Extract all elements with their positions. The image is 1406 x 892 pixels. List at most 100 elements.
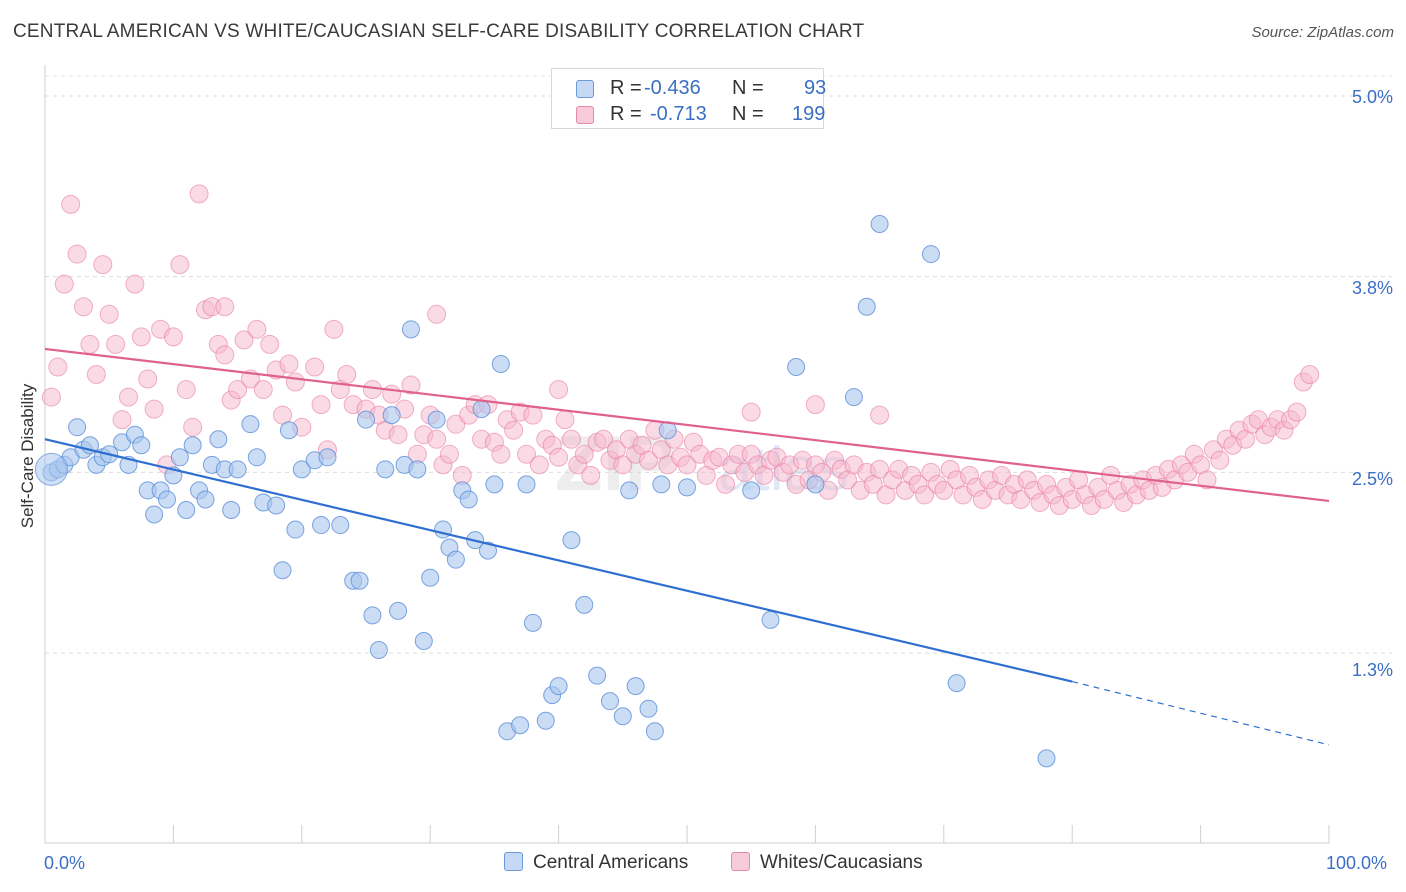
data-point <box>286 520 305 539</box>
data-point <box>504 420 524 440</box>
data-point <box>132 436 151 455</box>
data-point <box>138 369 158 389</box>
y-tick-label: 3.8% <box>1351 278 1393 298</box>
data-point <box>613 707 632 726</box>
data-point <box>600 692 619 711</box>
data-point <box>324 319 344 339</box>
axes <box>44 65 1330 844</box>
data-point <box>517 475 536 494</box>
series-central-americans <box>34 214 1056 768</box>
data-point <box>68 418 87 437</box>
data-point <box>183 417 203 437</box>
data-point <box>285 372 305 392</box>
data-point <box>478 541 497 560</box>
data-point <box>581 465 601 485</box>
data-point <box>562 531 581 550</box>
trend-line-whites-caucasians <box>44 347 1330 503</box>
legend-item-whites-caucasians: Whites/Caucasians <box>731 852 923 874</box>
n-value: 199 <box>792 103 826 125</box>
data-point <box>408 460 427 479</box>
r-value: -0.713 <box>650 103 707 125</box>
trend-line-extension <box>1072 681 1330 746</box>
data-point <box>459 490 478 509</box>
data-point <box>1210 450 1230 470</box>
data-point <box>279 354 299 374</box>
data-point <box>363 606 382 625</box>
data-point <box>157 490 176 509</box>
source-label: Source: ZipAtlas.com <box>1251 24 1394 41</box>
data-point <box>536 711 555 730</box>
data-point <box>857 297 876 316</box>
data-point <box>176 380 196 400</box>
y-tick-label: 1.3% <box>1351 660 1393 680</box>
data-point <box>74 297 94 317</box>
data-point <box>1037 749 1056 768</box>
data-point <box>106 334 126 354</box>
data-point <box>575 595 594 614</box>
n-label: N = <box>732 77 764 99</box>
data-point <box>118 387 138 407</box>
n-label: N = <box>732 103 764 125</box>
data-point <box>427 304 447 324</box>
data-point <box>645 722 664 741</box>
data-point <box>549 677 568 696</box>
data-point <box>947 674 966 693</box>
data-point <box>549 380 569 400</box>
data-point <box>183 436 202 455</box>
gridlines <box>45 75 1392 654</box>
legend-item-central-americans: Central Americans <box>504 852 688 874</box>
data-point <box>491 444 511 464</box>
data-point <box>401 320 420 339</box>
data-point <box>382 406 401 425</box>
data-point <box>80 334 100 354</box>
data-point <box>574 444 594 464</box>
data-point <box>844 388 863 407</box>
data-point <box>523 613 542 632</box>
data-point <box>376 460 395 479</box>
data-point <box>934 480 954 500</box>
x-tick-label-right: 100.0% <box>1326 853 1388 873</box>
data-point <box>247 319 267 339</box>
data-point <box>41 387 61 407</box>
data-point <box>439 444 459 464</box>
n-value: 93 <box>804 77 827 99</box>
data-point <box>761 610 780 629</box>
data-point <box>806 475 825 494</box>
legend-label: Central Americans <box>533 852 689 873</box>
data-point <box>331 516 350 535</box>
r-value: -0.436 <box>644 77 701 99</box>
data-point <box>427 410 446 429</box>
data-point <box>350 571 369 590</box>
blue-swatch <box>504 852 523 871</box>
data-point <box>741 402 761 422</box>
data-point <box>86 365 106 384</box>
data-point <box>1197 470 1217 490</box>
data-point <box>716 474 736 494</box>
data-point <box>362 380 382 400</box>
data-point <box>279 421 298 440</box>
data-point <box>382 384 402 404</box>
data-point <box>523 405 543 425</box>
data-point <box>144 399 164 419</box>
data-point <box>491 354 510 373</box>
data-point <box>915 485 935 505</box>
r-label: R = <box>610 103 642 125</box>
x-tick-label-left: 0.0% <box>44 853 86 873</box>
data-point <box>652 475 671 494</box>
data-point <box>241 415 260 434</box>
data-point <box>414 631 433 650</box>
data-point <box>357 410 375 429</box>
data-point <box>1300 365 1320 384</box>
data-point <box>742 481 761 500</box>
data-point <box>305 357 325 377</box>
data-point <box>613 455 633 475</box>
data-point <box>485 475 504 494</box>
pink-swatch <box>731 852 750 871</box>
data-point <box>1287 402 1307 422</box>
data-point <box>34 452 68 486</box>
data-point <box>389 601 408 620</box>
trend-line-central-americans <box>44 438 1073 683</box>
data-point <box>639 699 658 718</box>
data-point <box>638 450 658 470</box>
